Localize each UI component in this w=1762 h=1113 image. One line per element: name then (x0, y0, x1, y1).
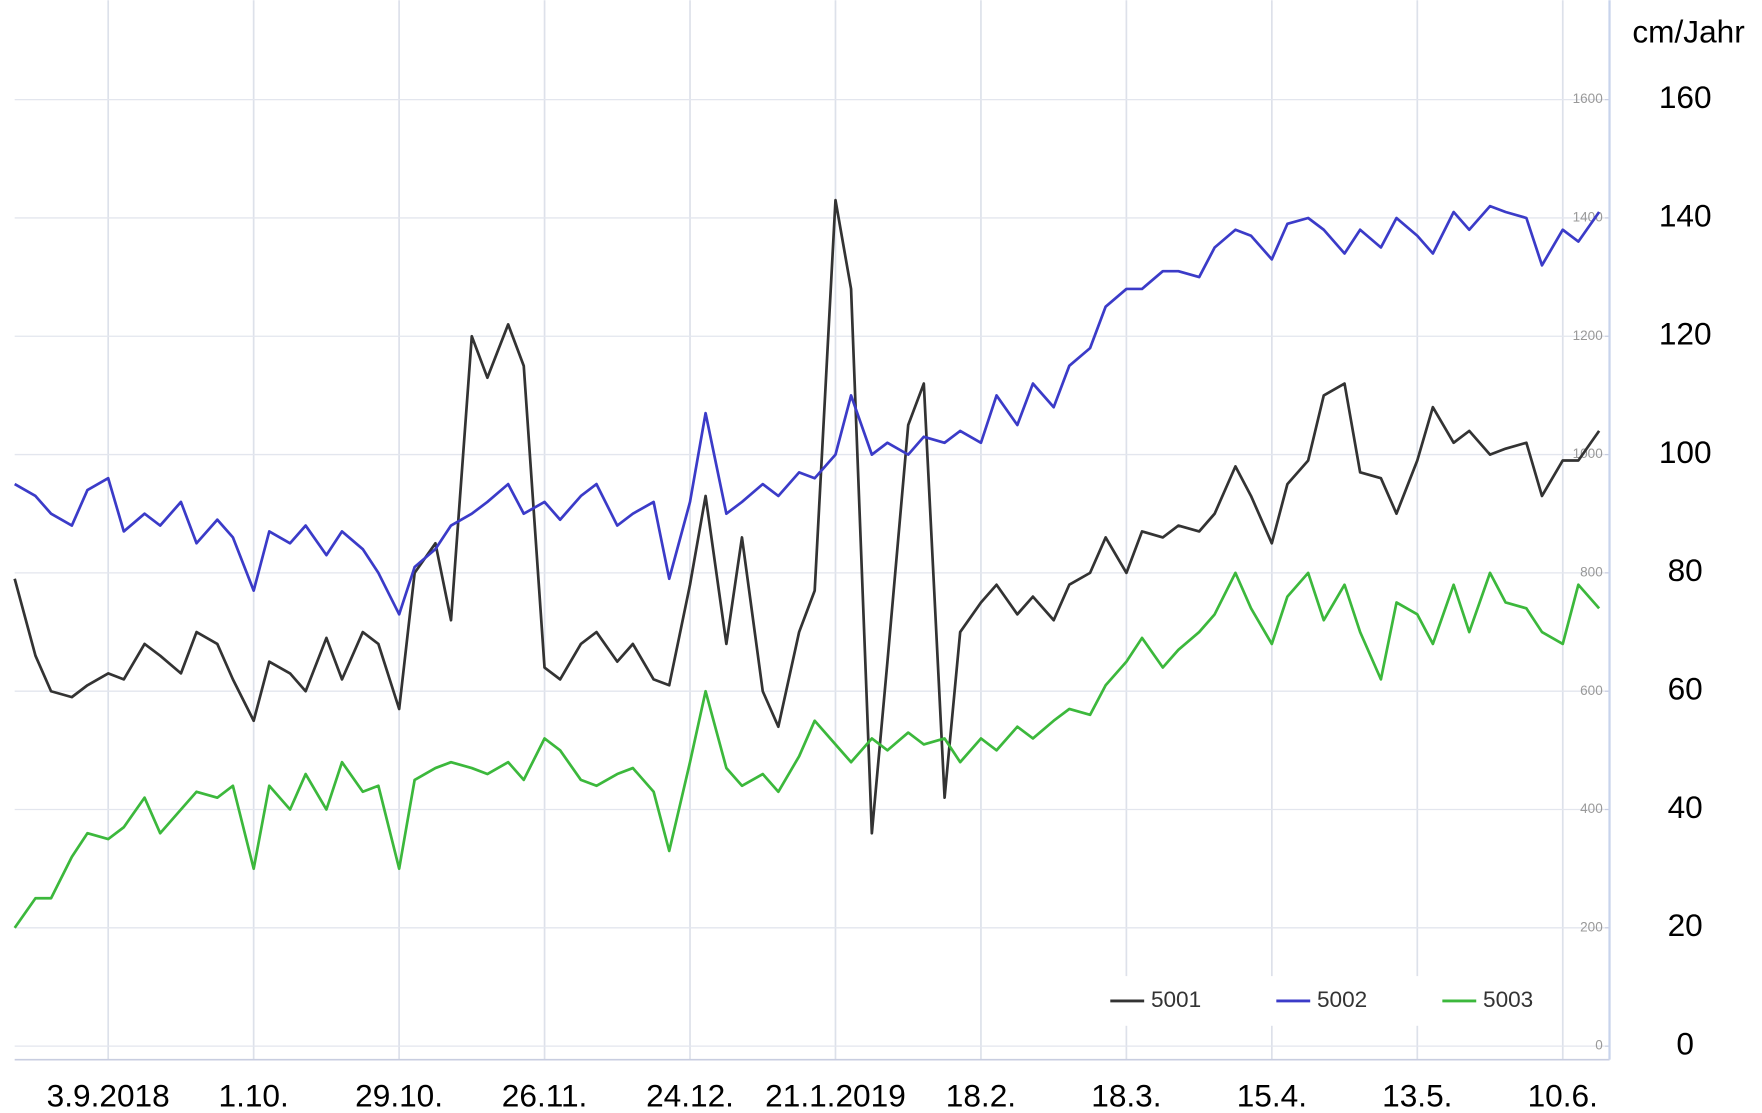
grid (14, 0, 1610, 1060)
y-axis-title: cm/Jahr (1632, 13, 1744, 49)
x-tick-label: 18.3. (1091, 1077, 1161, 1113)
x-tick-label: 29.10. (355, 1077, 443, 1113)
y2-tick-label: 800 (1580, 564, 1603, 579)
x-tick-label: 24.12. (646, 1077, 734, 1113)
y-tick-label: 100 (1659, 434, 1712, 470)
x-tick-label: 21.1.2019 (765, 1077, 906, 1113)
y-tick-label: 60 (1668, 671, 1703, 707)
y2-tick-label: 1200 (1573, 328, 1603, 343)
y2-tick-label: 0 (1595, 1038, 1603, 1053)
y-tick-label: 40 (1668, 789, 1703, 825)
x-tick-label: 13.5. (1382, 1077, 1452, 1113)
series-line (14, 204, 1601, 616)
y-tick-label: 140 (1659, 197, 1712, 233)
legend: 5001 5002 5003 (1089, 976, 1554, 1026)
y-tick-label: 120 (1659, 316, 1712, 352)
x-tick-label: 15.4. (1237, 1077, 1307, 1113)
x-tick-label: 3.9.2018 (47, 1077, 170, 1113)
series-line (13, 198, 1601, 835)
y-tick-label: 160 (1659, 79, 1712, 115)
x-tick-label: 18.2. (946, 1077, 1016, 1113)
y-tick-label: 20 (1668, 907, 1703, 943)
x-tick-label: 10.6. (1528, 1077, 1598, 1113)
series-line (13, 571, 1601, 929)
y2-tick-label: 1600 (1573, 91, 1603, 106)
y2-tick-label: 600 (1580, 683, 1603, 698)
legend-label: 5001 (1151, 987, 1201, 1012)
y2-tick-label: 400 (1580, 801, 1603, 816)
y-tick-label: 0 (1676, 1025, 1694, 1061)
y-tick-label: 80 (1668, 552, 1703, 588)
x-tick-label: 1.10. (218, 1077, 288, 1113)
legend-label: 5003 (1483, 987, 1533, 1012)
legend-label: 5002 (1317, 987, 1367, 1012)
y2-tick-label: 200 (1580, 919, 1603, 934)
x-tick-label: 26.11. (502, 1077, 588, 1113)
y2-tick-label: 1400 (1573, 210, 1603, 225)
